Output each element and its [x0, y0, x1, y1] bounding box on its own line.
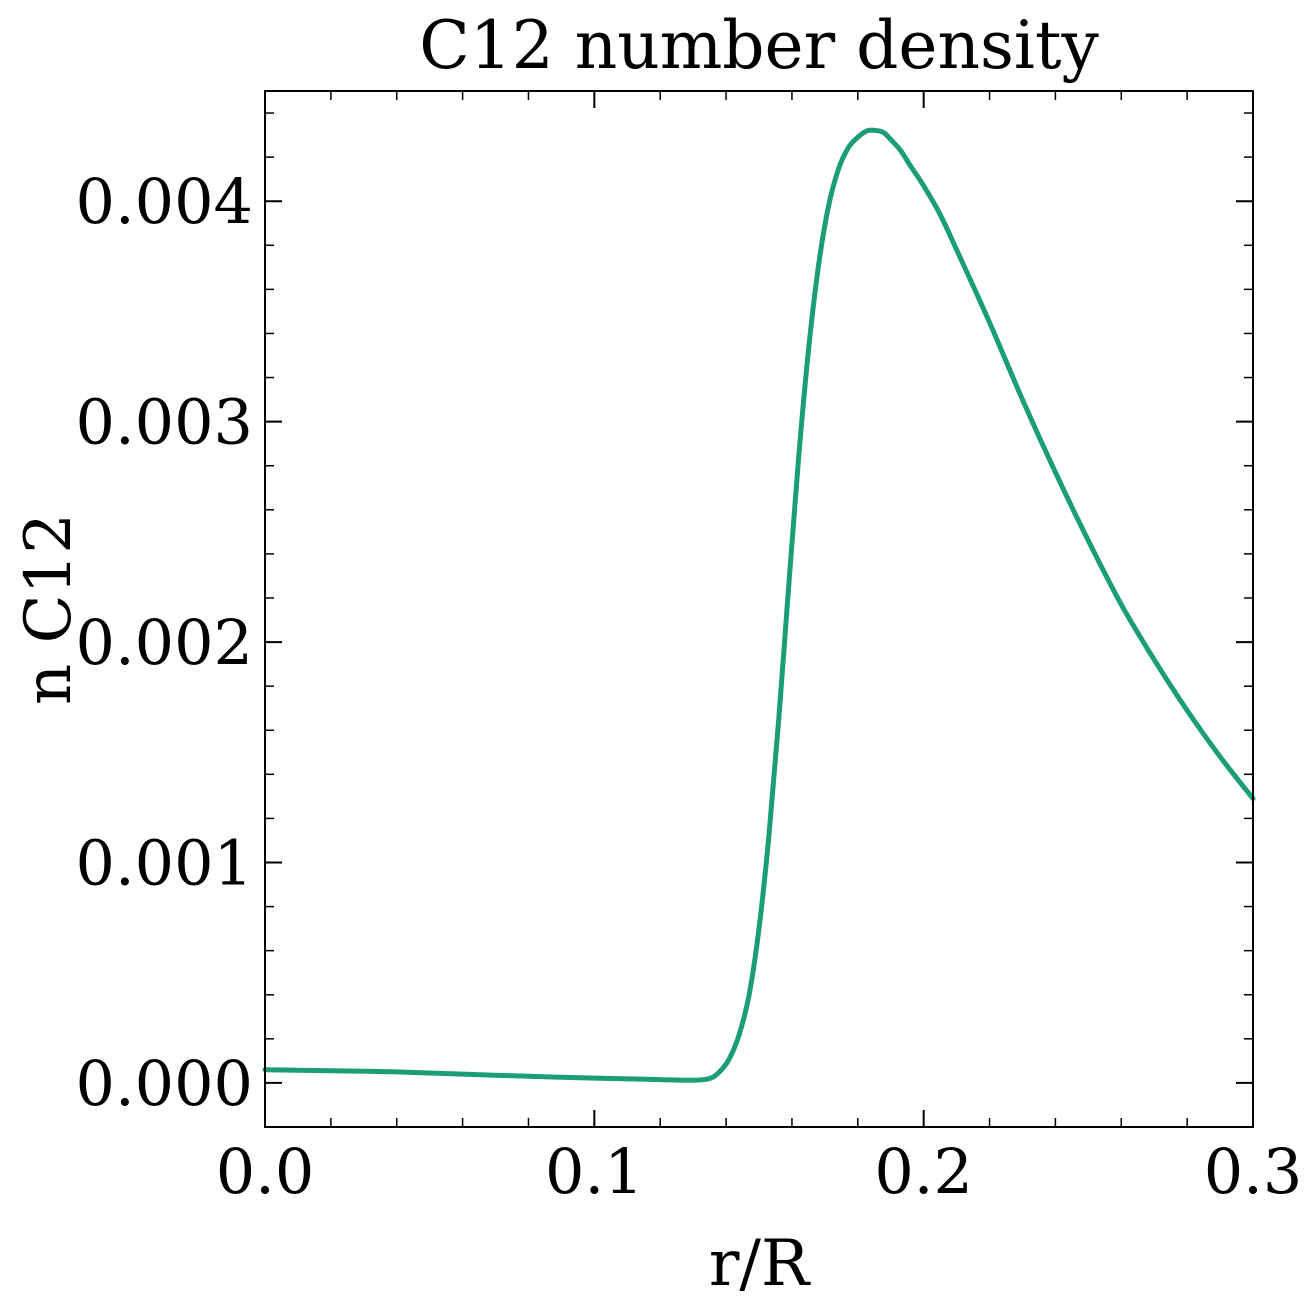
y-tick-label: 0.002: [76, 606, 254, 679]
x-tick-label: 0.0: [216, 1135, 315, 1208]
x-tick-label: 0.2: [874, 1135, 973, 1208]
x-axis-label: r/R: [709, 1227, 811, 1301]
tick-labels-layer: 0.0 0.1 0.2 0.3 0.000 0.001 0.002 0.003 0.004: [76, 165, 1303, 1208]
chart-title: C12 number density: [419, 7, 1099, 84]
series-line: [262, 127, 1256, 1083]
y-tick-label: 0.004: [76, 165, 254, 238]
plot-frame: [264, 90, 1254, 1128]
ticks-layer: [264, 91, 1254, 1128]
y-axis-label: n C12: [12, 513, 86, 705]
x-tick-label: 0.1: [545, 1135, 644, 1208]
x-tick-label: 0.3: [1204, 1135, 1303, 1208]
series-layer: [262, 127, 1256, 1083]
y-tick-label: 0.003: [76, 386, 254, 459]
y-tick-label: 0.000: [76, 1047, 254, 1120]
y-tick-label: 0.001: [76, 826, 254, 899]
